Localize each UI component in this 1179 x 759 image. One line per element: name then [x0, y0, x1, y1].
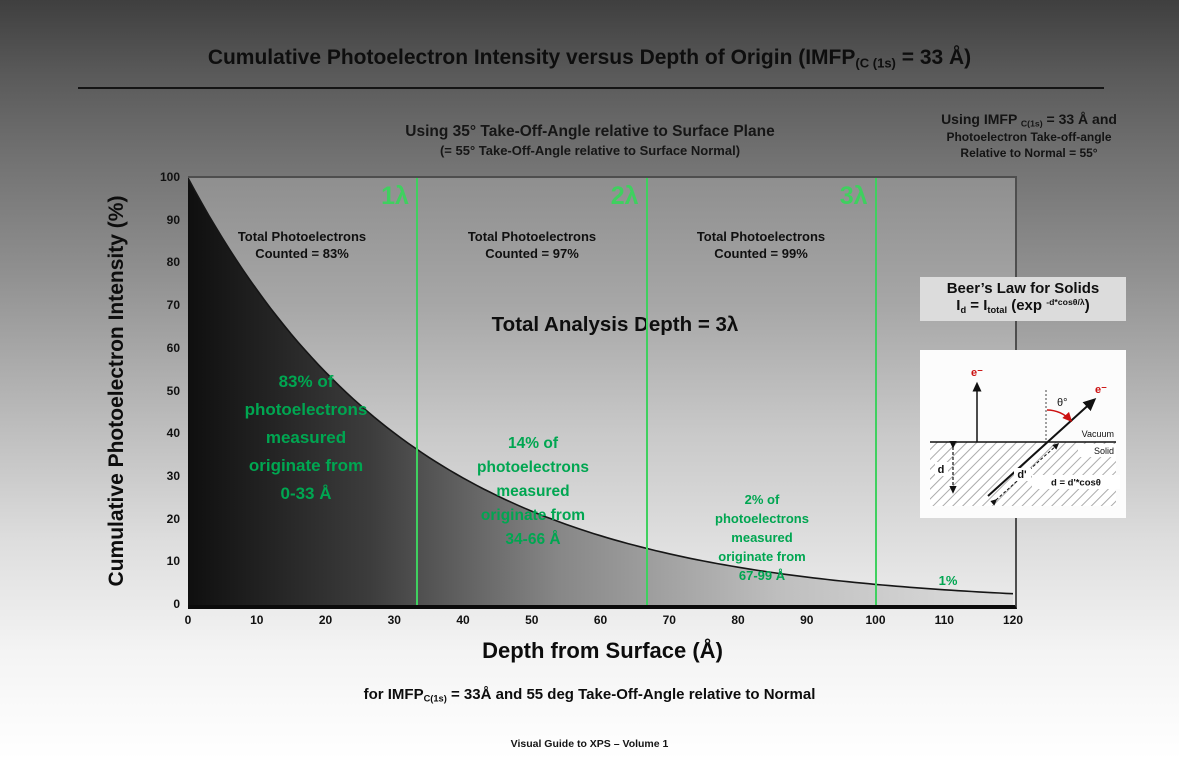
x-tick-label: 30 [387, 613, 401, 627]
x-tick-label: 0 [184, 613, 192, 627]
formula-sub-d: d [960, 304, 967, 315]
y-tick-label: 50 [166, 383, 180, 398]
relation-bg [1032, 475, 1120, 489]
origin-note-3: 2% of photoelectrons measured originate … [715, 492, 809, 583]
y-tick-label: 10 [166, 554, 180, 569]
imfp-note: Using IMFP C(1s) = 33 Å and Photoelectro… [900, 111, 1158, 160]
x-tick-label: 10 [250, 613, 264, 627]
bottom-caption: for IMFPC(1s) = 33Å and 55 deg Take-Off-… [0, 686, 1179, 704]
y-axis-ticks: 0 10 20 30 40 50 60 70 80 90 100 [136, 170, 180, 611]
y-tick-label: 20 [166, 511, 180, 526]
lambda-label-3: 3λ [839, 182, 868, 210]
origin-note-4: 1% [938, 573, 958, 588]
d-label-bg [935, 462, 948, 476]
electron-label-normal: e⁻ [971, 367, 983, 379]
y-tick-label: 70 [166, 298, 180, 313]
title-main: Cumulative Photoelectron Intensity versu… [207, 46, 856, 69]
x-tick-label: 90 [800, 613, 814, 627]
theta-label: θ° [1057, 397, 1068, 409]
d-prime-label-bg [1014, 468, 1031, 481]
x-tick-label: 120 [1002, 613, 1024, 627]
beers-law-box: Beer’s Law for Solids Id = Itotal (exp -… [920, 277, 1126, 321]
imfp-note-post: = 33 Å and [1042, 111, 1117, 127]
page-title: Cumulative Photoelectron Intensity versu… [0, 46, 1179, 71]
area-under-curve [188, 178, 1013, 605]
x-tick-label: 40 [456, 613, 470, 627]
beers-law-formula: Id = Itotal (exp -d*cosθ/λ) [920, 297, 1126, 315]
origin-note-1: 83% of photoelectrons measured originate… [244, 372, 368, 503]
electron-label-angled: e⁻ [1095, 384, 1107, 396]
title-subscript: (C (1s) [855, 55, 896, 71]
y-tick-label: 90 [166, 212, 180, 227]
y-tick-label: 40 [166, 426, 180, 441]
solid-label-bg [1078, 444, 1116, 457]
footer-text: Visual Guide to XPS – Volume 1 [510, 738, 669, 750]
y-tick-label: 100 [159, 170, 180, 184]
x-tick-label: 100 [865, 613, 886, 627]
lambda-line-1 [415, 178, 418, 605]
relation-label: d = d'*cosθ [1051, 478, 1101, 489]
takeoff-angle-diagram: e⁻ θ° e⁻ Vacuum Solid d d' d = d'*cosθ [920, 350, 1126, 518]
x-tick-label: 110 [934, 613, 954, 627]
lambda-label-2: 2λ [610, 182, 639, 210]
lambda-line-2 [645, 178, 648, 605]
d-label: d [938, 464, 945, 476]
y-tick-label: 60 [166, 340, 180, 355]
caption-post: = 33Å and 55 deg Take-Off-Angle relative… [446, 686, 816, 703]
d-prime-label: d' [1017, 469, 1027, 481]
zone-total-2: Total Photoelectrons Counted = 97% [467, 229, 597, 261]
formula-exp: (exp [1007, 297, 1047, 315]
imfp-note-line3: Relative to Normal = 55° [960, 146, 1098, 161]
solid-label: Solid [1094, 446, 1114, 456]
formula-eq: = I [966, 297, 988, 315]
imfp-note-pre: Using IMFP [941, 111, 1021, 127]
subtitle-line2: (= 55° Take-Off-Angle relative to Surfac… [439, 143, 741, 158]
origin-note-2: 14% of photoelectrons measured originate… [477, 435, 589, 548]
geometry-inset: e⁻ θ° e⁻ Vacuum Solid d d' d = d'*cosθ [920, 350, 1126, 518]
x-tick-label: 20 [318, 613, 333, 627]
x-tick-label: 70 [662, 613, 676, 627]
title-tail: = 33 Å) [895, 46, 972, 69]
y-axis-title: Cumulative Photoelectron Intensity (%) [105, 195, 128, 587]
x-tick-label: 80 [731, 613, 745, 627]
plot-area: 1λ 2λ 3λ Total Photoelectrons Counted = … [188, 176, 1017, 609]
y-tick-label: 80 [166, 255, 180, 270]
formula-close: ) [1084, 297, 1090, 315]
imfp-note-line1: Using IMFP C(1s) = 33 Å and [900, 111, 1158, 128]
subtitle-line1: Using 35° Take-Off-Angle relative to Sur… [405, 123, 775, 140]
title-underline [78, 87, 1104, 89]
theta-arc [1046, 409, 1073, 423]
y-tick-label: 0 [173, 597, 180, 611]
beers-law-title: Beer’s Law for Solids [946, 280, 1100, 297]
x-tick-label: 50 [525, 613, 539, 627]
formula-i: I [956, 297, 961, 315]
vacuum-label: Vacuum [1082, 429, 1114, 439]
caption-subscript: C(1s) [423, 693, 447, 704]
y-tick-label: 30 [166, 468, 180, 483]
x-axis-title: Depth from Surface (Å) [482, 638, 723, 663]
zone-total-3: Total Photoelectrons Counted = 99% [696, 229, 826, 261]
imfp-note-line2: Photoelectron Take-off-angle [946, 130, 1112, 145]
formula-exponent: -d*cosθ/λ [1046, 297, 1085, 307]
zone-total-1: Total Photoelectrons Counted = 83% [237, 229, 367, 261]
caption-pre: for IMFP [363, 686, 424, 703]
analysis-depth-label: Total Analysis Depth = 3λ [491, 313, 739, 336]
formula-sub-total: total [987, 304, 1008, 315]
x-tick-label: 60 [593, 613, 608, 627]
chart-subtitle: Using 35° Take-Off-Angle relative to Sur… [290, 123, 890, 158]
imfp-note-subscript: C(1s) [1020, 118, 1043, 129]
lambda-label-1: 1λ [381, 182, 409, 210]
lambda-line-3 [874, 178, 877, 605]
x-axis-ticks: 0 10 20 30 40 50 60 70 80 90 100 110 120 [185, 613, 1023, 629]
